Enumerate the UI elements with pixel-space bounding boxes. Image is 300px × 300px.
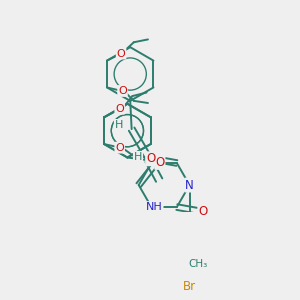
Text: O: O: [155, 156, 164, 169]
Text: Br: Br: [183, 280, 196, 293]
Text: O: O: [146, 152, 155, 165]
Text: O: O: [115, 142, 124, 153]
Text: O: O: [117, 49, 125, 58]
Text: O: O: [115, 104, 124, 114]
Text: CH₃: CH₃: [188, 259, 208, 269]
Text: H: H: [134, 152, 142, 162]
Text: O: O: [118, 86, 127, 96]
Text: N: N: [185, 178, 194, 191]
Text: NH: NH: [146, 202, 163, 212]
Text: H: H: [115, 120, 123, 130]
Text: O: O: [198, 205, 208, 218]
